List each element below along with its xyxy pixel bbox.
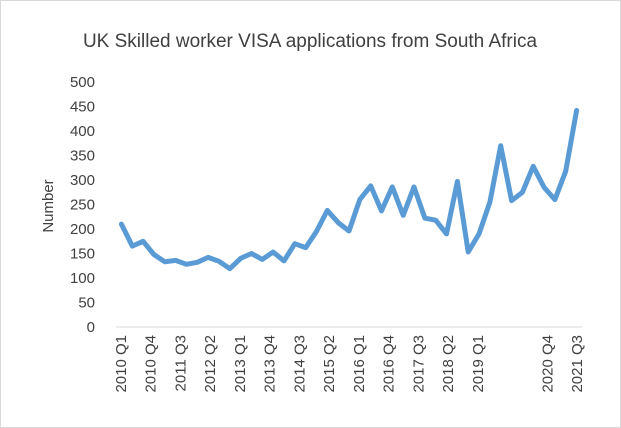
x-tick-label: 2017 Q3 xyxy=(410,335,427,393)
y-axis: 0 50 100 150 200 250 300 350 400 450 500 xyxy=(70,74,95,336)
series-line xyxy=(118,107,580,272)
y-tick-label: 0 xyxy=(87,319,95,336)
x-tick-label: 2014 Q3 xyxy=(291,335,308,393)
x-tick-label: 2010 Q1 xyxy=(113,335,130,393)
y-tick-label: 450 xyxy=(70,99,95,116)
y-tick-label: 50 xyxy=(78,295,95,312)
x-tick-label: 2011 Q3 xyxy=(172,335,189,391)
x-tick-label: 2016 Q1 xyxy=(351,335,368,393)
x-tick-label: 2012 Q2 xyxy=(202,335,219,393)
chart-title: UK Skilled worker VISA applications from… xyxy=(83,31,538,52)
y-tick-label: 300 xyxy=(70,172,95,189)
y-tick-label: 150 xyxy=(70,246,95,263)
x-tick-label: 2020 Q4 xyxy=(539,335,556,393)
y-tick-label: 350 xyxy=(70,148,95,165)
x-axis: 2010 Q1 2010 Q4 2011 Q3 2012 Q2 2013 Q1 2013 … xyxy=(113,335,586,393)
x-tick-label: 2015 Q2 xyxy=(321,335,338,393)
x-tick-label: 2013 Q4 xyxy=(262,335,279,393)
y-tick-label: 100 xyxy=(70,270,95,287)
x-tick-label: 2019 Q1 xyxy=(470,335,487,393)
x-tick-label: 2010 Q4 xyxy=(143,335,160,393)
x-tick-label: 2021 Q3 xyxy=(569,335,586,393)
x-tick-label: 2013 Q1 xyxy=(232,335,249,393)
x-tick-label: 2018 Q2 xyxy=(440,335,457,393)
y-tick-label: 200 xyxy=(70,221,95,238)
x-tick-label: 2016 Q4 xyxy=(381,335,398,393)
y-tick-label: 400 xyxy=(70,123,95,140)
y-tick-label: 500 xyxy=(70,74,95,91)
y-tick-label: 250 xyxy=(70,197,95,214)
y-axis-label: Number xyxy=(40,179,57,232)
